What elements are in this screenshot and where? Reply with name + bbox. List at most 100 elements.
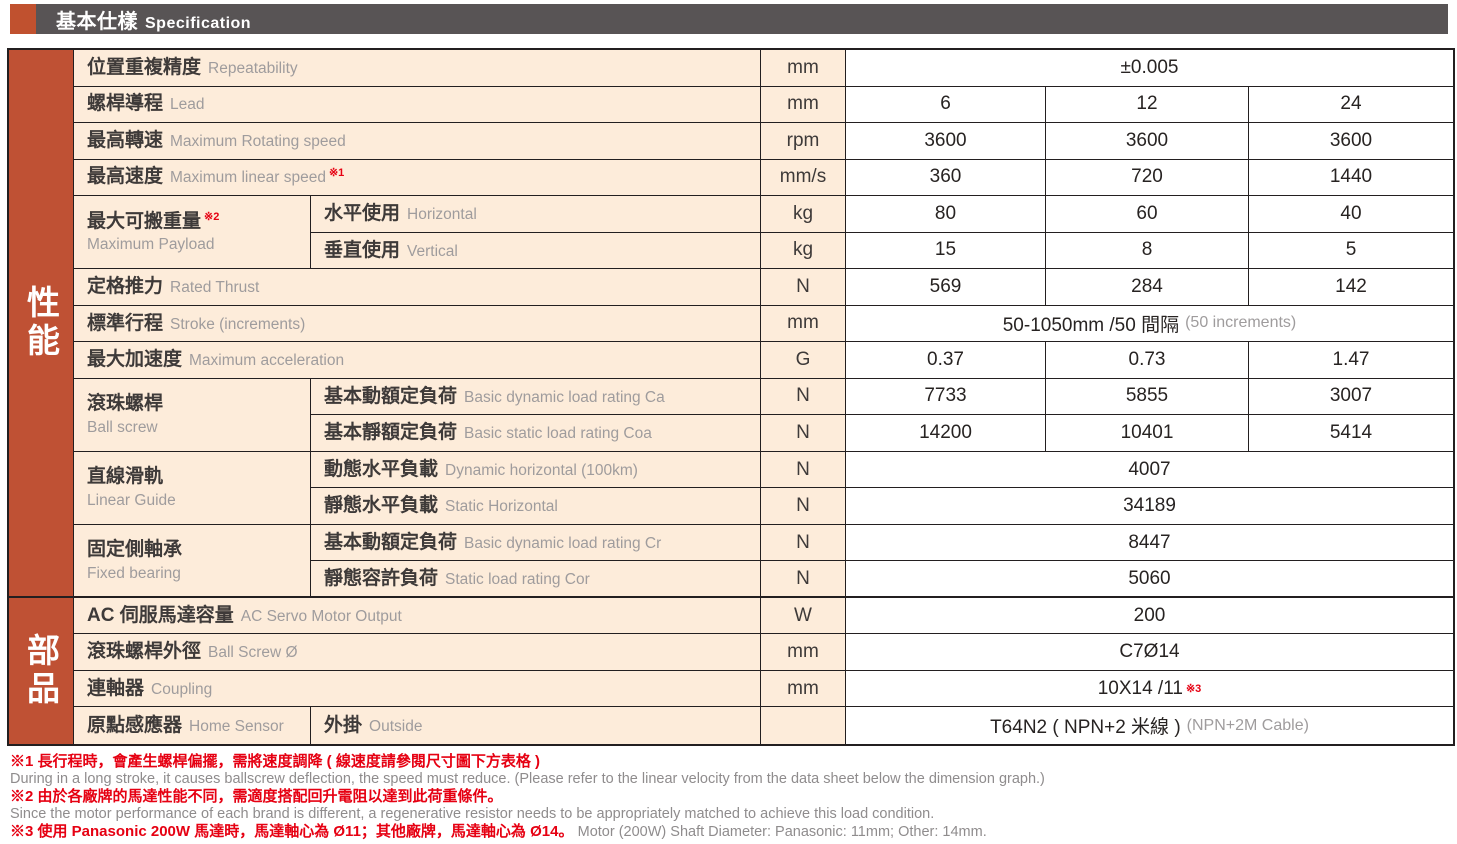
coupling-unit: mm <box>761 670 846 708</box>
linear-guide-group-label: 直線滑軌 Linear Guide <box>74 451 311 525</box>
specification-table: 性能 部品 位置重複精度 Repeatability mm ±0.005 螺桿導程… <box>7 48 1455 746</box>
page-title: 基本仕樣 Specification <box>56 5 251 34</box>
max-speed-value-2: 720 <box>1046 159 1249 197</box>
coupling-label: 連軸器 Coupling <box>74 670 761 708</box>
linear-guide-dynamic-unit: N <box>761 451 846 489</box>
repeatability-unit: mm <box>761 50 846 87</box>
rated-thrust-unit: N <box>761 269 846 306</box>
payload-horizontal-value-2: 60 <box>1046 196 1249 233</box>
payload-vertical-label: 垂直使用 Vertical <box>311 232 761 270</box>
screw-od-value: C7Ø14 <box>846 634 1453 671</box>
payload-horizontal-label: 水平使用 Horizontal <box>311 196 761 233</box>
max-accel-unit: G <box>761 342 846 379</box>
lead-value-1: 6 <box>846 86 1046 124</box>
repeatability-value: ±0.005 <box>846 50 1453 87</box>
payload-vertical-value-2: 8 <box>1046 232 1249 270</box>
linear-guide-static-label: 靜態水平負載 Static Horizontal <box>311 488 761 525</box>
payload-horizontal-value-3: 40 <box>1249 196 1453 233</box>
ball-screw-dynamic-unit: N <box>761 378 846 416</box>
ball-screw-static-value-2: 10401 <box>1046 415 1249 452</box>
screw-od-label: 滾珠螺桿外徑 Ball Screw Ø <box>74 634 761 671</box>
rated-thrust-label: 定格推力 Rated Thrust <box>74 269 761 306</box>
max-rpm-label: 最高轉速 Maximum Rotating speed <box>74 123 761 160</box>
page-title-en: Specification <box>145 14 252 32</box>
footnote-3: ※3 使用 Panasonic 200W 馬達時，馬達軸心為 Ø11；其他廠牌，… <box>10 823 1450 841</box>
footnote-ref-3: ※3 <box>1185 683 1202 696</box>
lead-value-3: 24 <box>1249 86 1453 124</box>
max-accel-value-2: 0.73 <box>1046 342 1249 379</box>
title-accent-square-icon <box>10 4 36 34</box>
footnotes: ※1 長行程時，會產生螺桿偏擺，需將速度調降 ( 線速度請參閱尺寸圖下方表格 )… <box>10 753 1450 841</box>
stroke-unit: mm <box>761 305 846 343</box>
fixed-bearing-dynamic-label: 基本動額定負荷 Basic dynamic load rating Cr <box>311 524 761 562</box>
ball-screw-dynamic-label: 基本動額定負荷 Basic dynamic load rating Ca <box>311 378 761 416</box>
payload-horizontal-unit: kg <box>761 196 846 233</box>
max-speed-value-1: 360 <box>846 159 1046 197</box>
rated-thrust-value-3: 142 <box>1249 269 1453 306</box>
max-speed-unit: mm/s <box>761 159 846 197</box>
footnote-3-zh: ※3 使用 Panasonic 200W 馬達時，馬達軸心為 Ø11；其他廠牌，… <box>10 823 574 840</box>
lead-value-2: 12 <box>1046 86 1249 124</box>
fixed-bearing-static-value: 5060 <box>846 561 1453 598</box>
ball-screw-static-unit: N <box>761 415 846 452</box>
max-accel-label: 最大加速度 Maximum acceleration <box>74 342 761 379</box>
home-sensor-label: 原點感應器 Home Sensor <box>74 707 311 744</box>
footnote-ref-2: ※2 <box>204 211 220 224</box>
ball-screw-dynamic-value-2: 5855 <box>1046 378 1249 416</box>
sidebar-section-parts: 部品 <box>9 597 74 744</box>
stroke-label: 標準行程 Stroke (increments) <box>74 305 761 343</box>
servo-output-unit: W <box>761 597 846 635</box>
max-speed-value-3: 1440 <box>1249 159 1453 197</box>
fixed-bearing-group-label: 固定側軸承 Fixed bearing <box>74 524 311 598</box>
linear-guide-static-unit: N <box>761 488 846 525</box>
servo-output-value: 200 <box>846 597 1453 635</box>
ball-screw-dynamic-value-1: 7733 <box>846 378 1046 416</box>
payload-vertical-unit: kg <box>761 232 846 270</box>
stroke-value: 50-1050mm /50 間隔 (50 increments) <box>846 305 1453 343</box>
servo-output-label: AC 伺服馬達容量 AC Servo Motor Output <box>74 597 761 635</box>
coupling-value: 10X14 /11 ※3 <box>846 670 1453 708</box>
max-rpm-unit: rpm <box>761 123 846 160</box>
lead-label: 螺桿導程 Lead <box>74 86 761 124</box>
max-accel-value-3: 1.47 <box>1249 342 1453 379</box>
rated-thrust-value-2: 284 <box>1046 269 1249 306</box>
footnote-2-en: Since the motor performance of each bran… <box>10 806 935 822</box>
linear-guide-dynamic-value: 4007 <box>846 451 1453 489</box>
ball-screw-static-value-1: 14200 <box>846 415 1046 452</box>
payload-vertical-value-1: 15 <box>846 232 1046 270</box>
ball-screw-dynamic-value-3: 3007 <box>1249 378 1453 416</box>
max-rpm-value-3: 3600 <box>1249 123 1453 160</box>
fixed-bearing-static-unit: N <box>761 561 846 598</box>
fixed-bearing-static-label: 靜態容許負荷 Static load rating Cor <box>311 561 761 598</box>
section-title-bar: 基本仕樣 Specification <box>10 4 1448 34</box>
linear-guide-dynamic-label: 動態水平負載 Dynamic horizontal (100km) <box>311 451 761 489</box>
footnote-ref-1: ※1 <box>328 167 345 180</box>
lead-unit: mm <box>761 86 846 124</box>
payload-vertical-value-3: 5 <box>1249 232 1453 270</box>
fixed-bearing-dynamic-value: 8447 <box>846 524 1453 562</box>
home-sensor-unit <box>761 707 846 744</box>
max-rpm-value-2: 3600 <box>1046 123 1249 160</box>
footnote-1-zh: ※1 長行程時，會產生螺桿偏擺，需將速度調降 ( 線速度請參閱尺寸圖下方表格 ) <box>10 753 541 770</box>
page-title-zh: 基本仕樣 <box>56 10 138 33</box>
ball-screw-group-label: 滾珠螺桿 Ball screw <box>74 378 311 452</box>
sidebar-section-performance: 性能 <box>9 50 74 598</box>
max-accel-value-1: 0.37 <box>846 342 1046 379</box>
linear-guide-static-value: 34189 <box>846 488 1453 525</box>
max-rpm-value-1: 3600 <box>846 123 1046 160</box>
footnote-1-en: During in a long stroke, it causes balls… <box>10 771 1045 787</box>
footnote-3-en: Motor (200W) Shaft Diameter: Panasonic: … <box>577 824 987 840</box>
screw-od-unit: mm <box>761 634 846 671</box>
ball-screw-static-label: 基本靜額定負荷 Basic static load rating Coa <box>311 415 761 452</box>
rated-thrust-value-1: 569 <box>846 269 1046 306</box>
max-speed-label: 最高速度 Maximum linear speed ※1 <box>74 159 761 197</box>
parts-label: 部品 <box>22 632 60 709</box>
home-sensor-value: T64N2 ( NPN+2 米線 ) (NPN+2M Cable) <box>846 707 1453 744</box>
payload-group-label: 最大可搬重量 ※2 Maximum Payload <box>74 196 311 270</box>
footnote-2-zh: ※2 由於各廠牌的馬達性能不同，需適度搭配回升電阻以達到此荷重條件。 <box>10 788 503 805</box>
fixed-bearing-dynamic-unit: N <box>761 524 846 562</box>
ball-screw-static-value-3: 5414 <box>1249 415 1453 452</box>
repeatability-label: 位置重複精度 Repeatability <box>74 50 761 87</box>
payload-horizontal-value-1: 80 <box>846 196 1046 233</box>
